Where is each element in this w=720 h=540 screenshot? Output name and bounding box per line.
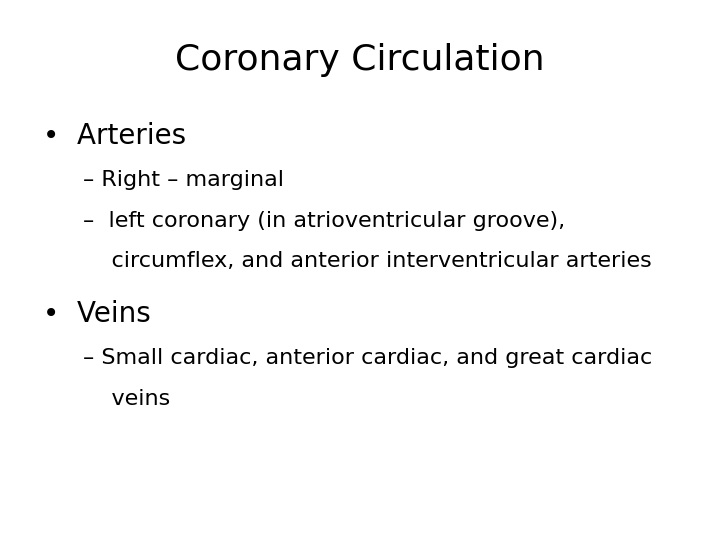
Text: circumflex, and anterior interventricular arteries: circumflex, and anterior interventricula…	[83, 251, 652, 271]
Text: – Small cardiac, anterior cardiac, and great cardiac: – Small cardiac, anterior cardiac, and g…	[83, 348, 652, 368]
Text: – Right – marginal: – Right – marginal	[83, 170, 284, 190]
Text: veins: veins	[83, 389, 170, 409]
Text: –  left coronary (in atrioventricular groove),: – left coronary (in atrioventricular gro…	[83, 211, 565, 231]
Text: •  Arteries: • Arteries	[43, 122, 186, 150]
Text: Coronary Circulation: Coronary Circulation	[175, 43, 545, 77]
Text: •  Veins: • Veins	[43, 300, 151, 328]
